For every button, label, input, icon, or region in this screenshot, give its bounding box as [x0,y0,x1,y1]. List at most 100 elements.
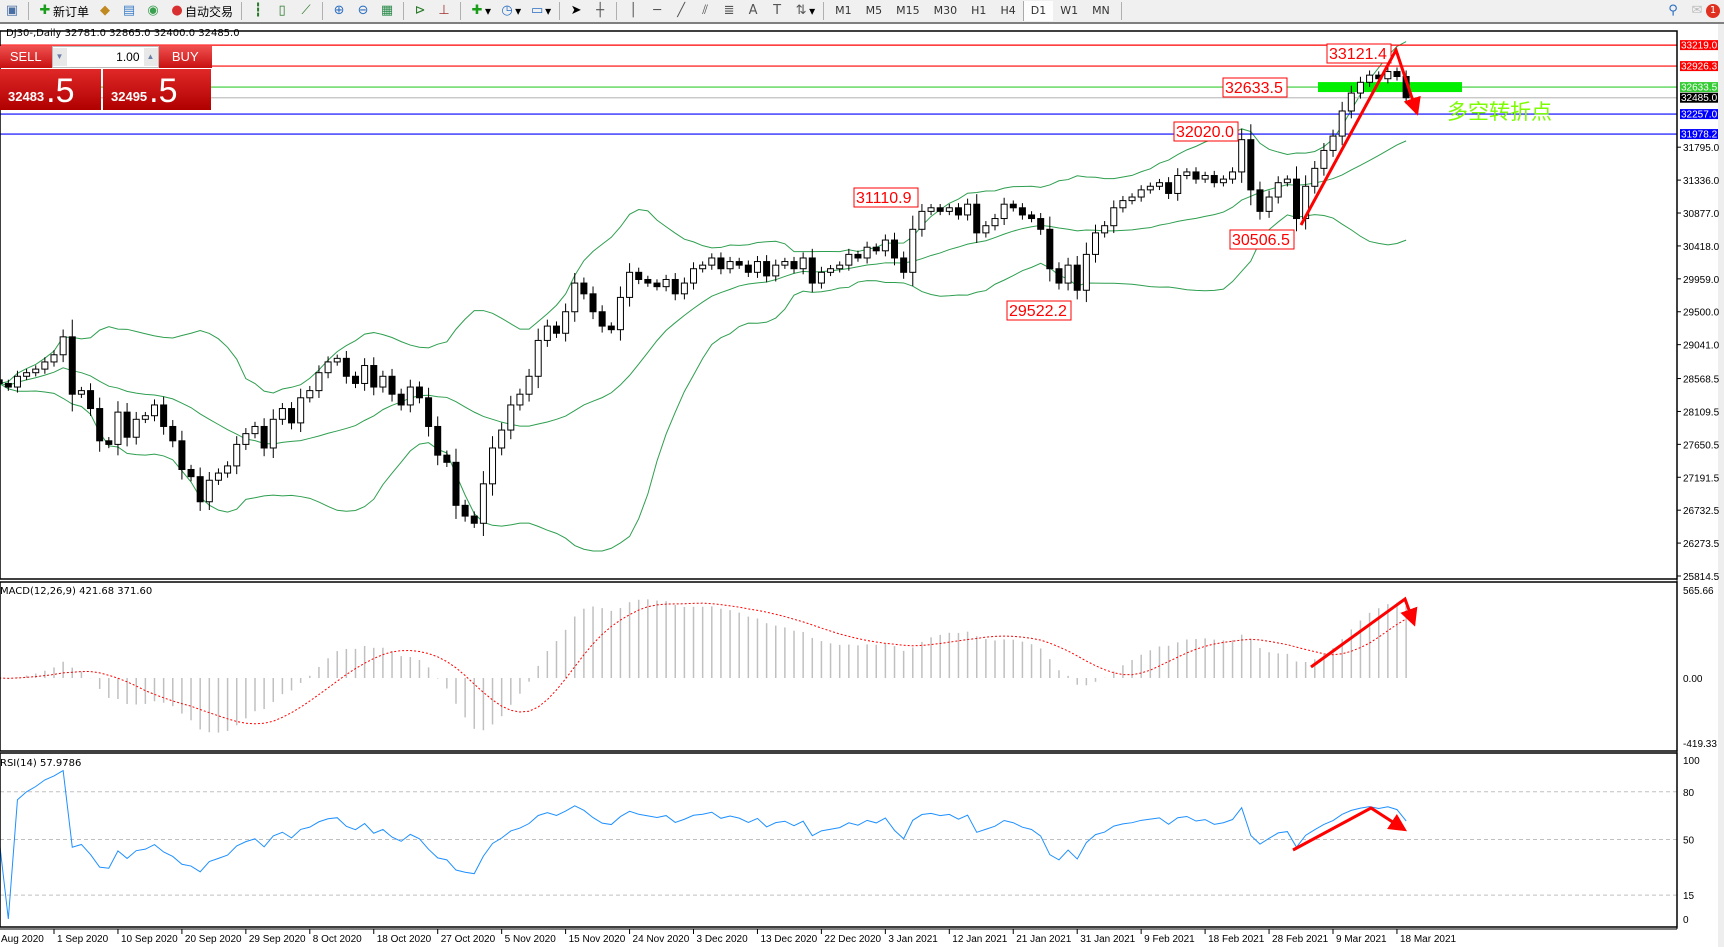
candle-body [1055,268,1063,284]
candle-body [114,411,122,445]
volume-down-icon[interactable]: ▼ [52,48,67,66]
volume-input[interactable]: 1.00 [116,50,140,64]
auto-trading-button[interactable]: ● 自动交易 [165,1,237,21]
price-label: 33121.4 [1329,46,1387,63]
candle-body [260,425,268,449]
auto-trading-icon: ● [171,3,183,18]
main-chart: 33121.4 32633.5 32020.0 31110.9 30506.5 29522… [0,41,1677,552]
bar-chart-button[interactable]: ┇ [246,1,270,21]
candle-body [1283,178,1291,184]
volume-up-icon[interactable]: ▲ [143,48,158,66]
price-line-tag-label: 32257.0 [1681,110,1718,121]
sell-price-button[interactable]: 32483 .5 [0,69,101,110]
date-label: 29 Sep 2020 [249,934,306,945]
candle-body [452,461,460,506]
candle-body [1192,171,1200,180]
candle-body [552,325,560,334]
date-label: 27 Oct 2020 [441,934,496,945]
separator [823,2,825,20]
volume-stepper[interactable]: ▼ 1.00 ▲ [51,46,159,68]
candle-body [1356,81,1364,94]
candle-body [415,386,423,399]
zoom-in-button[interactable]: ⊕ [327,1,351,21]
candle-body [863,246,871,259]
timeframe-h4[interactable]: H4 [1000,4,1016,17]
cursor-button[interactable]: ➤ [564,1,588,21]
scroll-button[interactable]: ⊳ [408,1,432,21]
candle-body [799,257,807,270]
zoom-out-button[interactable]: ⊖ [351,1,375,21]
rsi-axis-label: 0 [1683,915,1689,926]
chart-frame: 31795.0 31336.0 30877.0 30418.0 29959.0 29500… [0,24,1724,947]
arrows-button[interactable]: ⇅ ▾ [789,1,819,21]
signals-button[interactable]: ◉ [141,1,165,21]
fibonacci-button[interactable]: ≣ [717,1,741,21]
candle-body [808,257,816,284]
candle-body [671,278,679,295]
periods-button[interactable]: ◷ ▾ [495,1,525,21]
sell-price-fraction: .5 [46,72,75,110]
crosshair-button[interactable]: ┼ [588,1,612,21]
timeframe-h1[interactable]: H1 [971,4,987,17]
channel-button[interactable]: ⫽ [693,1,717,21]
timeframe-m30[interactable]: M30 [933,4,958,17]
timeframe-m15[interactable]: M15 [896,4,920,17]
candle-body [242,433,250,445]
search-icon: ⚲ [1668,3,1678,18]
separator [616,2,618,20]
buy-button[interactable]: BUY [158,46,212,68]
bar-chart-icon: ┇ [254,3,262,18]
candle-body [224,465,232,474]
vertical-line-button[interactable]: │ [621,1,645,21]
timeframe-bar: M1 M5 M15 M30 H1 H4 D1 W1 MN [828,1,1117,21]
history-icon: ▤ [122,3,136,18]
candle-body [297,397,305,424]
trendline-button[interactable]: ╱ [669,1,693,21]
macd-arrow [1310,596,1418,669]
candle-body [370,365,378,388]
profile-button[interactable]: ▣ [0,1,24,21]
text-button[interactable]: A [741,1,765,21]
search-button[interactable]: ⚲ [1661,1,1685,21]
date-label: 3 Jan 2021 [888,934,938,945]
candle-body [4,382,12,388]
shift-button[interactable]: ⊥ [432,1,456,21]
notifications-button[interactable]: ✉ 1 [1685,1,1724,21]
candle-body [954,207,962,216]
buy-price-main: 32495 [111,89,148,104]
templates-button[interactable]: ▭ ▾ [530,3,552,18]
price-tick-label: 29500.0 [1683,308,1720,319]
candle-body [607,325,615,331]
price-tick-label: 30418.0 [1683,242,1720,253]
candle-body [1037,218,1045,230]
timeframe-mn[interactable]: MN [1092,4,1110,17]
timeframe-m5[interactable]: M5 [865,4,883,17]
line-chart-button[interactable]: ⟋ [294,1,318,21]
rsi-axis-label: 50 [1683,836,1695,847]
horizontal-line-button[interactable]: ─ [645,1,669,21]
label-button[interactable]: T [765,1,789,21]
candle-body [1028,214,1036,220]
sell-button[interactable]: SELL [0,46,52,68]
tile-button[interactable]: ▦ [375,1,399,21]
candle-body [105,440,113,445]
history-button[interactable]: ▤ [117,1,141,21]
candle-body [516,393,524,406]
candle-body [13,375,21,388]
label-icon: T [773,3,782,18]
timeframe-m1[interactable]: M1 [835,4,852,17]
indicators-button[interactable]: ✚ ▾ [465,1,495,21]
panel-border [0,581,1678,752]
scrollbar[interactable] [1718,24,1724,947]
crosshair-icon: ┼ [596,3,605,18]
new-order-button[interactable]: ✚ 新订单 [33,1,93,21]
timeframe-w1[interactable]: W1 [1060,4,1079,17]
date-label: 31 Jan 2021 [1080,934,1135,945]
candle-chart-button[interactable]: ▯ [270,1,294,21]
buy-price-button[interactable]: 32495 .5 [103,69,211,110]
channel-icon: ⫽ [702,3,709,18]
timeframe-d1[interactable]: D1 [1022,1,1054,21]
market-watch-button[interactable]: ◆ [93,1,117,21]
candle-body [1073,264,1081,291]
